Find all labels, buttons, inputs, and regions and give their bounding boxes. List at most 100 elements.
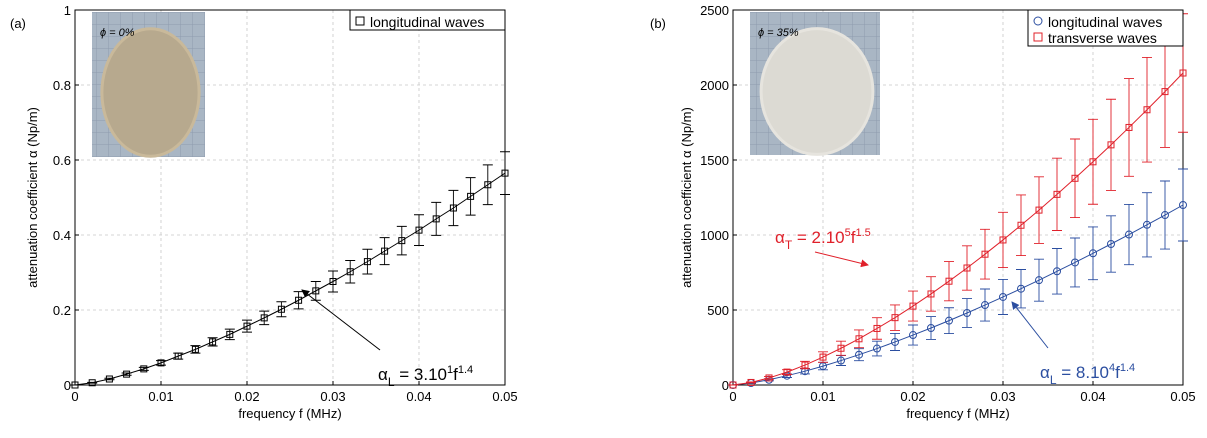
error-bar bbox=[944, 307, 954, 334]
annotation-part: = 3.10 bbox=[395, 365, 447, 384]
annotation-arrow bbox=[1011, 301, 1049, 349]
marker bbox=[1053, 190, 1061, 198]
error-bar bbox=[926, 316, 936, 340]
annotation-part: 1.4 bbox=[1120, 362, 1135, 374]
x-tick-label: 0.03 bbox=[320, 389, 345, 404]
marker bbox=[1179, 201, 1187, 209]
panel: (b) 0 0.01 0.02 0.03 0.04 0.05 0 500 1000 1500 2000… bbox=[650, 3, 1196, 421]
marker bbox=[1125, 123, 1133, 131]
annotation-part: α bbox=[378, 365, 388, 384]
annotation-part: L bbox=[1050, 373, 1057, 387]
annotation-part: α bbox=[1040, 363, 1050, 382]
y-tick-label: 1500 bbox=[700, 153, 729, 168]
annotation-part: f bbox=[851, 228, 856, 247]
marker bbox=[765, 374, 773, 382]
error-bar bbox=[980, 288, 990, 322]
x-tick-label: 0.01 bbox=[810, 389, 835, 404]
marker bbox=[783, 368, 791, 376]
marker bbox=[88, 379, 96, 387]
marker bbox=[747, 378, 755, 386]
marker bbox=[855, 335, 863, 343]
legend-box bbox=[1027, 9, 1184, 47]
marker bbox=[729, 381, 737, 389]
panel-label: (b) bbox=[650, 16, 666, 31]
marker bbox=[432, 215, 440, 223]
annotation-part: 5 bbox=[845, 227, 851, 239]
legend-label: longitudinal waves bbox=[1048, 14, 1162, 30]
marker bbox=[329, 278, 337, 285]
marker bbox=[1089, 158, 1097, 166]
annotation-arrow bbox=[814, 251, 869, 268]
marker bbox=[1071, 174, 1079, 182]
marker bbox=[1035, 276, 1043, 285]
marker bbox=[1161, 211, 1169, 220]
legend-marker bbox=[1033, 32, 1043, 42]
marker bbox=[1017, 221, 1025, 229]
marker bbox=[999, 236, 1007, 244]
error-bar bbox=[1178, 168, 1188, 242]
marker bbox=[945, 316, 953, 325]
error-bar bbox=[854, 329, 864, 349]
error-bar bbox=[1034, 176, 1044, 244]
marker bbox=[1017, 284, 1025, 293]
marker bbox=[1179, 69, 1187, 77]
panel: (a) 0 0.01 0.02 0.03 0.04 0.05 0 0.2 0.4 0.6 0.8 1 fr… bbox=[10, 3, 518, 421]
annotation-part: f bbox=[453, 365, 458, 384]
marker bbox=[209, 338, 217, 346]
error-bar bbox=[379, 237, 390, 266]
marker bbox=[927, 324, 935, 332]
marker bbox=[963, 309, 971, 317]
marker bbox=[909, 331, 917, 340]
marker bbox=[1071, 258, 1079, 267]
error-bar bbox=[396, 225, 407, 256]
marker bbox=[891, 314, 899, 322]
marker bbox=[963, 264, 971, 272]
inset-label: ϕ = 0% bbox=[100, 27, 135, 39]
error-bar bbox=[1070, 138, 1080, 219]
marker bbox=[801, 361, 809, 369]
marker bbox=[449, 204, 457, 212]
marker bbox=[981, 301, 989, 310]
marker bbox=[1107, 141, 1115, 149]
y-tick-label: 0.4 bbox=[53, 228, 71, 243]
error-bar bbox=[1142, 192, 1152, 258]
x-tick-label: 0.01 bbox=[148, 389, 173, 404]
y-tick-label: 0.6 bbox=[53, 153, 71, 168]
x-tick-label: 0.05 bbox=[492, 389, 517, 404]
legend-label: longitudinal waves bbox=[370, 14, 484, 30]
marker bbox=[381, 247, 389, 255]
marker bbox=[484, 181, 492, 189]
error-bar bbox=[276, 301, 287, 318]
marker bbox=[999, 292, 1007, 301]
y-tick-label: 0.2 bbox=[53, 303, 71, 318]
marker bbox=[312, 287, 320, 295]
x-tick-label: 0.02 bbox=[900, 389, 925, 404]
y-tick-label: 1 bbox=[64, 3, 71, 18]
x-tick-label: 0.03 bbox=[990, 389, 1015, 404]
marker bbox=[501, 169, 509, 177]
error-bar bbox=[926, 276, 936, 312]
marker bbox=[243, 322, 251, 330]
error-bar bbox=[872, 340, 882, 357]
annotation-part: f bbox=[1115, 363, 1120, 382]
marker bbox=[909, 302, 917, 310]
error-bar bbox=[890, 304, 900, 331]
marker bbox=[837, 344, 845, 352]
x-tick-label: 0 bbox=[729, 389, 736, 404]
plot-frame bbox=[74, 9, 506, 386]
marker bbox=[226, 330, 234, 338]
marker bbox=[105, 375, 113, 383]
annotation: αL = 8.104f1.4 bbox=[1040, 362, 1135, 387]
marker bbox=[277, 305, 285, 313]
error-bar bbox=[431, 201, 442, 236]
error-bar bbox=[1106, 98, 1116, 191]
sample-disc bbox=[759, 27, 875, 156]
error-bar bbox=[980, 228, 990, 280]
marker bbox=[346, 268, 354, 276]
marker bbox=[1143, 220, 1151, 229]
error-bar bbox=[1124, 78, 1134, 177]
error-bar bbox=[242, 319, 252, 333]
y-tick-label: 0.8 bbox=[53, 78, 71, 93]
marker bbox=[855, 350, 863, 359]
x-tick-label: 0.02 bbox=[234, 389, 259, 404]
